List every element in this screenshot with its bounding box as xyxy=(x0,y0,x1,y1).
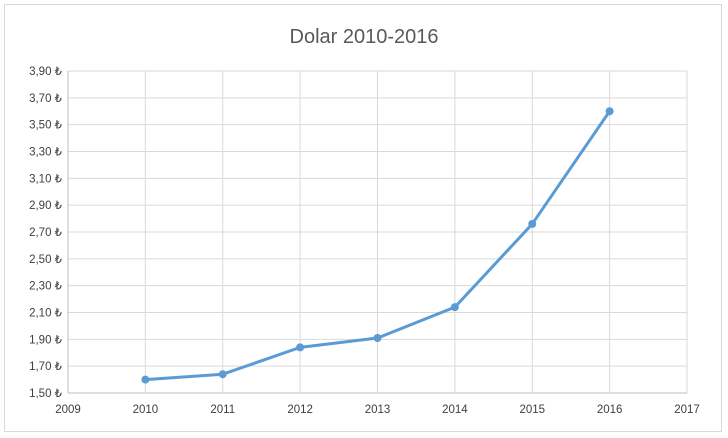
series-layer xyxy=(141,107,614,384)
chart-title: Dolar 2010-2016 xyxy=(290,26,439,48)
x-tick-label: 2017 xyxy=(674,404,700,416)
y-tick-label: 3,70 ₺ xyxy=(29,93,63,105)
data-point xyxy=(450,303,459,312)
x-tick-label: 2013 xyxy=(365,404,391,416)
y-tick-label: 3,30 ₺ xyxy=(29,147,63,159)
y-tick-label: 1,90 ₺ xyxy=(29,334,63,346)
y-tick-label: 1,70 ₺ xyxy=(29,361,63,373)
y-tick-label: 2,10 ₺ xyxy=(29,308,63,320)
axes xyxy=(67,71,687,394)
y-tick-label: 1,50 ₺ xyxy=(29,388,63,400)
x-tick-label: 2016 xyxy=(597,404,623,416)
y-tick-label: 2,50 ₺ xyxy=(29,254,63,266)
y-tick-label: 2,70 ₺ xyxy=(29,227,63,239)
x-tick-label: 2010 xyxy=(133,404,159,416)
data-point xyxy=(218,370,227,379)
y-tick-label: 3,90 ₺ xyxy=(29,66,63,78)
data-point xyxy=(528,219,537,228)
x-tick-label: 2011 xyxy=(210,404,235,416)
line-chart: Dolar 2010-2016 1,50 ₺ 1,70 ₺ 1,90 ₺ 2,10 ₺… xyxy=(29,26,700,416)
data-point xyxy=(373,333,382,342)
y-tick-label: 3,50 ₺ xyxy=(29,120,63,132)
x-axis-tick-labels: 2009 2010 2011 2012 2013 2014 2015 2016 2017 xyxy=(55,404,700,416)
y-tick-label: 2,30 ₺ xyxy=(29,281,63,293)
y-tick-label: 2,90 ₺ xyxy=(29,200,63,212)
x-tick-label: 2014 xyxy=(442,404,468,416)
chart-frame: Dolar 2010-2016 1,50 ₺ 1,70 ₺ 1,90 ₺ 2,10 ₺… xyxy=(4,4,722,432)
x-tick-label: 2009 xyxy=(55,404,81,416)
y-tick-label: 3,10 ₺ xyxy=(29,173,63,185)
gridlines xyxy=(68,70,688,393)
data-point xyxy=(296,343,305,352)
x-tick-label: 2012 xyxy=(287,404,313,416)
data-point xyxy=(605,107,614,116)
data-point xyxy=(141,375,150,384)
x-tick-label: 2015 xyxy=(519,404,545,416)
y-axis-tick-labels: 1,50 ₺ 1,70 ₺ 1,90 ₺ 2,10 ₺ 2,30 ₺ 2,50 ₺ 2,70… xyxy=(29,66,63,400)
